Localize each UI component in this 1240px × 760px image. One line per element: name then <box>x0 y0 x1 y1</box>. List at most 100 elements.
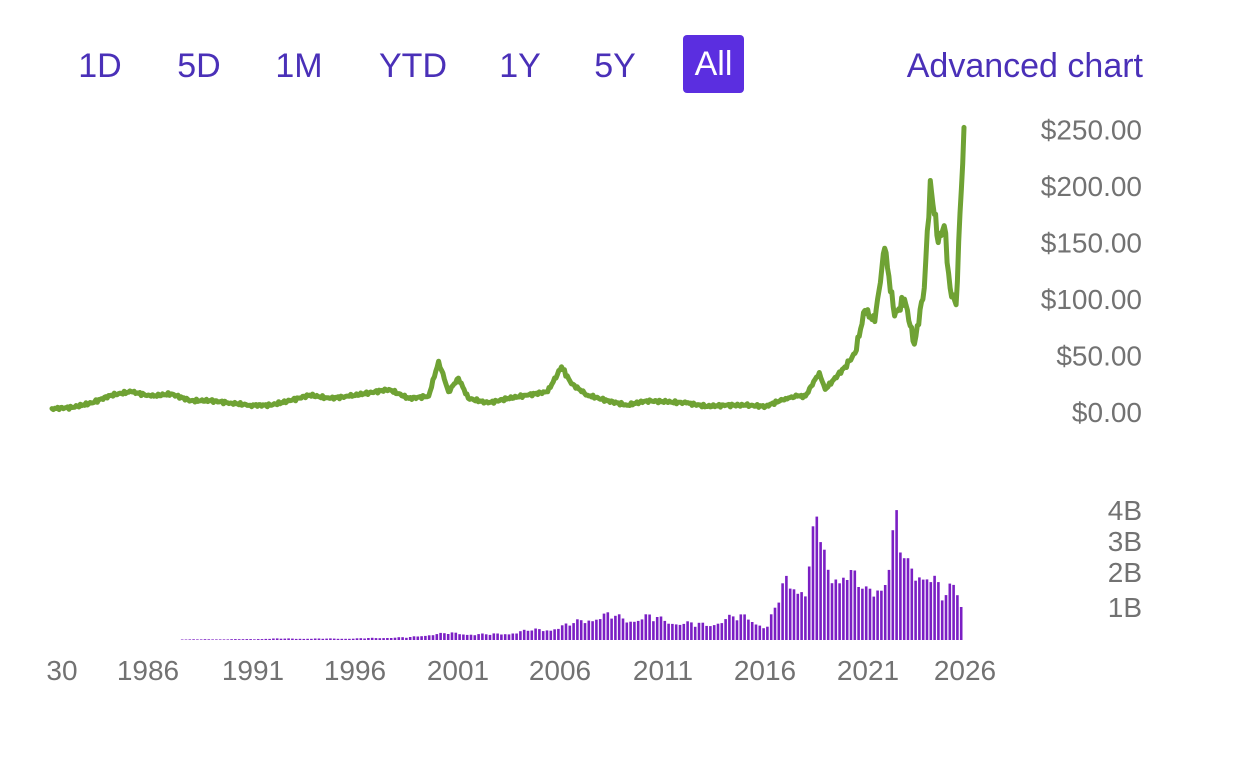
volume-bar <box>925 579 929 640</box>
volume-bar <box>553 629 556 640</box>
volume-bar <box>769 614 773 640</box>
volume-bar <box>249 639 252 640</box>
volume-bar <box>378 638 382 640</box>
volume-bar <box>370 637 374 640</box>
volume-bar <box>256 639 260 640</box>
volume-bar <box>389 638 393 640</box>
range-tab-5d[interactable]: 5D <box>177 47 221 85</box>
volume-bar <box>697 622 701 640</box>
volume-bar <box>667 623 670 640</box>
volume-bar <box>454 632 458 640</box>
volume-bar <box>310 638 313 640</box>
x-axis-tick: 2001 <box>427 655 489 686</box>
volume-bar <box>538 629 541 640</box>
volume-bar <box>686 621 689 640</box>
volume-bar <box>344 638 347 640</box>
volume-bar <box>861 588 864 640</box>
volume-bar <box>439 632 442 640</box>
volume-bar <box>481 633 484 640</box>
time-x-axis: 30 1986 1991 1996 2001 2006 2011 2016 2021 2026 <box>46 655 996 686</box>
volume-bar <box>728 614 731 640</box>
price-line <box>49 124 967 413</box>
volume-bar <box>363 638 366 640</box>
x-axis-tick: 1986 <box>117 655 179 686</box>
volume-bar <box>359 638 363 640</box>
range-tab-1d[interactable]: 1D <box>78 47 122 85</box>
volume-bar <box>617 614 621 640</box>
volume-bar <box>815 516 819 640</box>
volume-bar <box>465 634 469 640</box>
volume-bar <box>416 636 420 640</box>
volume-bar <box>621 618 625 640</box>
volume-bar <box>587 620 591 640</box>
x-axis-tick: 2011 <box>633 655 693 686</box>
volume-bar <box>868 588 872 640</box>
price-y-tick: $150.00 <box>1041 228 1142 259</box>
volume-bar <box>511 633 515 640</box>
volume-bar <box>351 638 355 640</box>
volume-bar <box>313 638 317 640</box>
volume-bar <box>355 638 359 640</box>
x-axis-tick: 2026 <box>934 655 996 686</box>
volume-bar <box>397 637 401 640</box>
volume-bar <box>541 631 545 640</box>
volume-bar <box>807 566 811 640</box>
volume-bar <box>321 638 325 640</box>
range-tab-all[interactable]: All <box>683 35 744 93</box>
volume-bar <box>826 569 830 640</box>
volume-bar <box>633 621 636 640</box>
range-tab-ytd[interactable]: YTD <box>379 47 447 85</box>
volume-bar <box>918 577 921 640</box>
volume-bar <box>959 607 963 640</box>
volume-bar <box>462 634 465 640</box>
volume-bar <box>264 638 268 640</box>
volume-bar <box>762 628 765 640</box>
volume-bar <box>272 638 275 640</box>
volume-bar <box>842 577 845 640</box>
volume-bar <box>564 623 568 640</box>
price-y-tick: $50.00 <box>1056 341 1142 372</box>
volume-bar <box>317 638 321 640</box>
x-axis-tick: 2016 <box>734 655 796 686</box>
volume-bar <box>906 558 910 640</box>
volume-bar <box>644 614 648 640</box>
volume-bar <box>576 619 579 640</box>
volume-bar <box>830 583 834 640</box>
volume-y-tick: 2B <box>1108 557 1142 588</box>
volume-bar <box>834 579 838 640</box>
volume-bar <box>412 636 416 640</box>
volume-bar <box>853 570 857 640</box>
volume-bar <box>701 622 705 640</box>
volume-bar <box>910 568 914 640</box>
volume-bar <box>792 589 796 640</box>
volume-bar <box>450 632 454 640</box>
volume-bar <box>348 638 351 640</box>
volume-bar <box>560 625 564 640</box>
range-tab-1y[interactable]: 1Y <box>499 47 541 85</box>
volume-bar <box>507 634 511 640</box>
volume-bar <box>329 638 332 640</box>
volume-bar <box>287 638 290 640</box>
range-tab-1m[interactable]: 1M <box>275 47 323 85</box>
volume-bar <box>876 590 879 640</box>
volume-bar <box>443 633 446 640</box>
volume-bar <box>427 635 431 640</box>
volume-bar <box>880 590 883 640</box>
volume-bar <box>606 612 610 640</box>
volume-bar <box>595 619 598 640</box>
volume-bar <box>655 617 659 640</box>
volume-bar <box>625 622 629 640</box>
volume-bar <box>952 584 955 640</box>
volume-bar <box>184 639 188 640</box>
volume-bar <box>340 638 344 640</box>
volume-bar <box>781 583 784 640</box>
volume-bar <box>477 634 480 640</box>
volume-bar <box>614 615 617 640</box>
volume-bar <box>283 638 287 640</box>
volume-bar <box>500 634 503 640</box>
advanced-chart-link[interactable]: Advanced chart <box>906 47 1143 85</box>
volume-bar <box>492 633 496 640</box>
range-tab-5y[interactable]: 5Y <box>594 47 636 85</box>
volume-bar <box>458 634 461 640</box>
